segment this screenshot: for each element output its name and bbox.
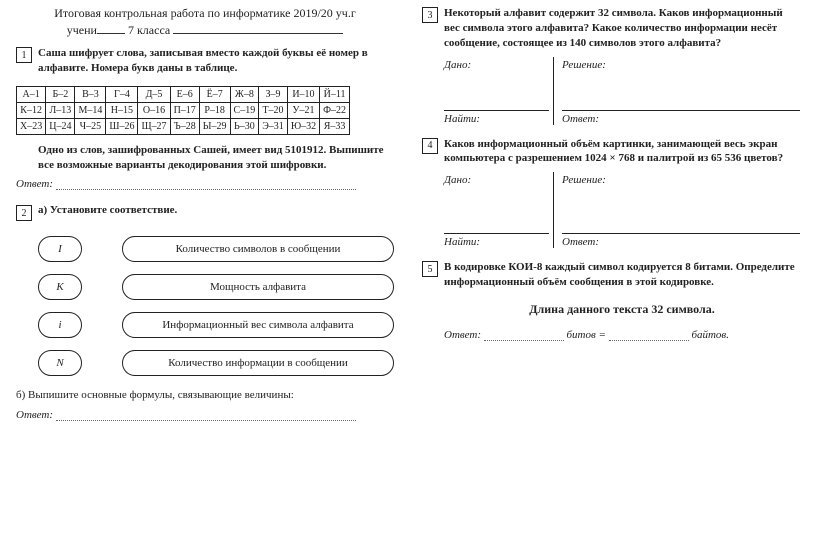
- alpha-cell: Ц–24: [46, 118, 75, 134]
- answer-blank: [56, 180, 356, 190]
- reshenie-label: Решение:: [562, 59, 800, 71]
- alpha-cell: Л–13: [46, 102, 75, 118]
- match-symbol: I: [38, 236, 82, 262]
- task-number: 1: [16, 47, 32, 63]
- task-1: 1 Саша шифрует слова, записывая вместо к…: [16, 46, 394, 76]
- otvet-label: Ответ:: [562, 113, 800, 125]
- match-row: N Количество информации в сообщении: [38, 350, 394, 376]
- alpha-cell: Ё–7: [199, 86, 230, 102]
- worksheet-header: Итоговая контрольная работа по информати…: [16, 6, 394, 38]
- task-2: 2 а) Установите соответствие.: [16, 204, 394, 226]
- task1-para2: Одно из слов, зашифрованных Сашей, имеет…: [38, 143, 394, 173]
- match-symbol: K: [38, 274, 82, 300]
- alpha-cell: М–14: [75, 102, 106, 118]
- match-symbol: i: [38, 312, 82, 338]
- alpha-cell: В–3: [75, 86, 106, 102]
- alpha-cell: Ш–26: [106, 118, 138, 134]
- task5-answer: Ответ: битов = байтов.: [444, 329, 800, 341]
- alpha-cell: Е–6: [170, 86, 199, 102]
- dano-label: Дано:: [444, 59, 549, 71]
- alpha-cell: И–10: [287, 86, 319, 102]
- task5-text: В кодировке КОИ-8 каждый символ кодирует…: [444, 260, 800, 290]
- match-container: I Количество символов в сообщении K Мощност…: [38, 236, 394, 376]
- alpha-cell: Р–18: [199, 102, 230, 118]
- alpha-cell: Э–31: [259, 118, 288, 134]
- task-number: 4: [422, 138, 438, 154]
- naiti-label: Найти:: [444, 113, 549, 125]
- unit-bytes: байтов.: [691, 329, 729, 341]
- task5-bold-line: Длина данного текста 32 символа.: [444, 302, 800, 317]
- task-4: 4 Каков информационный объём картинки, з…: [422, 137, 800, 251]
- blank-name: [173, 33, 343, 34]
- otvet-label: Ответ:: [562, 236, 800, 248]
- match-text: Информационный вес символа алфавита: [122, 312, 394, 338]
- alpha-cell: К–12: [17, 102, 46, 118]
- task2-a-title: а) Установите соответствие.: [38, 204, 394, 216]
- answer-label: Ответ:: [444, 329, 481, 341]
- alpha-cell: А–1: [17, 86, 46, 102]
- task4-text: Каков информационный объём картинки, зан…: [444, 137, 800, 167]
- task1-text: Саша шифрует слова, записывая вместо каж…: [38, 46, 394, 76]
- task-3: 3 Некоторый алфавит содержит 32 символа.…: [422, 6, 800, 127]
- match-row: I Количество символов в сообщении: [38, 236, 394, 262]
- alpha-cell: Г–4: [106, 86, 138, 102]
- alpha-cell: Ж–8: [230, 86, 259, 102]
- title: Итоговая контрольная работа по информати…: [16, 6, 394, 21]
- dano-label: Дано:: [444, 174, 549, 186]
- alpha-cell: Ь–30: [230, 118, 259, 134]
- alpha-cell: Д–5: [138, 86, 170, 102]
- solution-box: Дано: Найти: Решение: Ответ:: [444, 57, 800, 125]
- alpha-cell: Х–23: [17, 118, 46, 134]
- student-prefix: учени: [67, 23, 97, 37]
- alpha-cell: Й–11: [320, 86, 350, 102]
- alpha-cell: Щ–27: [138, 118, 170, 134]
- task-number: 2: [16, 205, 32, 221]
- alpha-cell: Б–2: [46, 86, 75, 102]
- alpha-cell: Ю–32: [287, 118, 319, 134]
- student-line: учени 7 класса: [16, 23, 394, 38]
- alpha-cell: О–16: [138, 102, 170, 118]
- alpha-cell: Ф–22: [320, 102, 350, 118]
- alpha-cell: Ъ–28: [170, 118, 199, 134]
- alpha-cell: Ы–29: [199, 118, 230, 134]
- alpha-cell: Я–33: [320, 118, 350, 134]
- answer-label: Ответ:: [16, 409, 53, 421]
- alpha-cell: Н–15: [106, 102, 138, 118]
- task2-b: б) Выпишите основные формулы, связывающи…: [16, 388, 394, 403]
- match-row: i Информационный вес символа алфавита: [38, 312, 394, 338]
- unit-bits: битов =: [567, 329, 609, 341]
- task3-text: Некоторый алфавит содержит 32 символа. К…: [444, 6, 800, 51]
- task2-answer: Ответ:: [16, 409, 394, 421]
- match-text: Количество информации в сообщении: [122, 350, 394, 376]
- solution-box: Дано: Найти: Решение: Ответ:: [444, 172, 800, 248]
- task1-answer: Ответ:: [16, 178, 394, 190]
- alpha-cell: Т–20: [259, 102, 288, 118]
- naiti-label: Найти:: [444, 236, 549, 248]
- class-text: 7 класса: [125, 23, 173, 37]
- alpha-cell: З–9: [259, 86, 288, 102]
- match-text: Количество символов в сообщении: [122, 236, 394, 262]
- match-row: K Мощность алфавита: [38, 274, 394, 300]
- task-number: 3: [422, 7, 438, 23]
- reshenie-label: Решение:: [562, 174, 800, 186]
- task-number: 5: [422, 261, 438, 277]
- match-symbol: N: [38, 350, 82, 376]
- alpha-cell: С–19: [230, 102, 259, 118]
- alpha-cell: П–17: [170, 102, 199, 118]
- alphabet-table: А–1Б–2В–3Г–4Д–5Е–6Ё–7Ж–8З–9И–10Й–11 К–12Л…: [16, 86, 350, 135]
- match-text: Мощность алфавита: [122, 274, 394, 300]
- blank-bytes: [609, 331, 689, 341]
- task-5: 5 В кодировке КОИ-8 каждый символ кодиру…: [422, 260, 800, 341]
- alpha-cell: У–21: [287, 102, 319, 118]
- answer-blank: [56, 411, 356, 421]
- alpha-cell: Ч–25: [75, 118, 106, 134]
- blank-bits: [484, 331, 564, 341]
- answer-label: Ответ:: [16, 178, 53, 190]
- blank-gender: [97, 33, 125, 34]
